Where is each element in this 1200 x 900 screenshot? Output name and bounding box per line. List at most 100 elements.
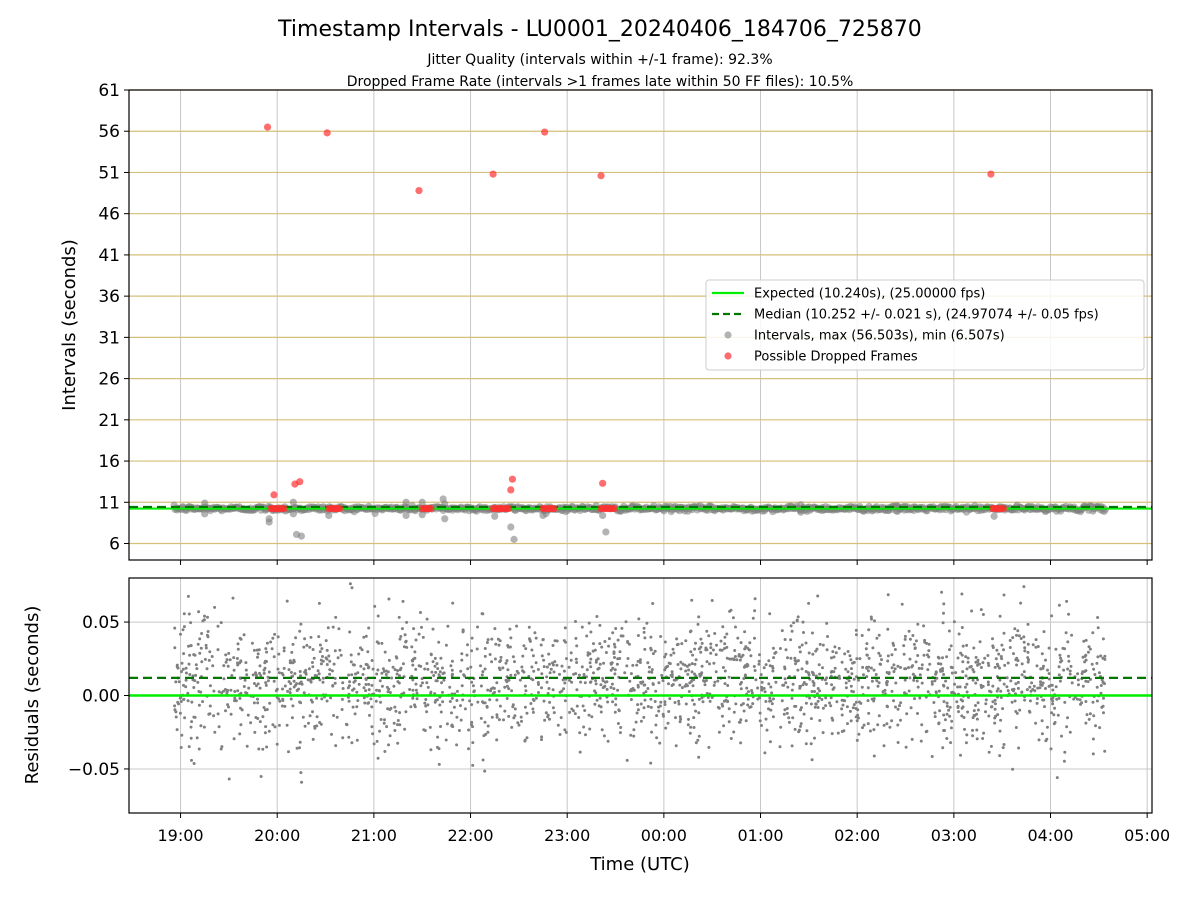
residual-point <box>263 731 267 735</box>
residual-point <box>778 745 782 749</box>
residual-point <box>998 678 1002 682</box>
residual-point <box>614 697 618 701</box>
residual-point <box>395 672 399 676</box>
residual-point <box>679 667 683 671</box>
residual-point <box>885 722 889 726</box>
residual-point <box>187 662 191 666</box>
residual-point <box>948 648 951 652</box>
residual-point <box>290 716 294 720</box>
residual-point <box>964 741 968 745</box>
residual-point <box>179 746 183 749</box>
residual-point <box>431 660 435 664</box>
residual-point <box>435 679 439 683</box>
residual-point <box>801 620 805 624</box>
residual-point <box>862 723 866 727</box>
residual-point <box>360 648 364 652</box>
residual-point <box>757 662 761 666</box>
dropped-frame-point <box>508 475 517 483</box>
residual-point <box>636 708 640 712</box>
intervals-series <box>129 123 1152 543</box>
residual-point <box>680 686 684 690</box>
residual-point <box>188 673 192 676</box>
residual-point <box>636 634 640 637</box>
residual-point <box>902 652 906 656</box>
residual-point <box>471 725 474 729</box>
residual-point <box>341 681 345 685</box>
residual-point <box>525 736 529 740</box>
interval-point <box>201 510 209 518</box>
residual-point <box>655 714 659 718</box>
residual-point <box>991 700 995 704</box>
residual-point <box>549 667 553 671</box>
residual-point <box>399 635 403 638</box>
residual-point <box>449 664 453 668</box>
residual-point <box>236 663 240 667</box>
residual-point <box>946 686 950 690</box>
residual-point <box>517 723 521 727</box>
residual-point <box>389 706 393 710</box>
residual-point <box>654 689 658 693</box>
residual-point <box>511 655 515 659</box>
residual-point <box>277 671 281 675</box>
residual-point <box>352 663 356 667</box>
residual-point <box>998 666 1001 670</box>
legend-swatch-dot <box>724 331 732 339</box>
residual-point <box>436 667 440 671</box>
residual-point <box>686 672 690 676</box>
residual-point <box>1016 680 1020 684</box>
residual-point <box>825 682 828 685</box>
residual-point <box>764 717 768 721</box>
residual-point <box>734 625 737 629</box>
residual-point <box>950 666 954 670</box>
residual-point <box>750 689 754 692</box>
residual-point <box>957 710 960 714</box>
residual-point <box>725 656 729 660</box>
residual-point <box>867 665 871 669</box>
residual-point <box>461 698 465 702</box>
residual-point <box>280 704 284 708</box>
residual-point <box>727 675 731 679</box>
residual-point <box>452 705 456 709</box>
residual-point <box>423 701 427 705</box>
residual-point <box>299 674 302 678</box>
residual-point <box>854 700 858 704</box>
residual-point <box>697 697 701 701</box>
residual-point <box>239 637 243 641</box>
residual-point <box>939 668 942 672</box>
residual-point <box>459 669 463 673</box>
residual-point <box>496 637 500 641</box>
residual-point <box>180 733 184 737</box>
intervals-y-tick-label: 36 <box>98 287 120 307</box>
residual-point <box>245 744 249 748</box>
residual-point <box>212 689 216 693</box>
residual-point <box>876 684 880 688</box>
residual-point <box>866 686 870 690</box>
residual-point <box>1023 698 1027 702</box>
residual-point <box>425 710 429 714</box>
residual-point <box>1064 631 1068 635</box>
residual-point <box>706 696 710 699</box>
residual-point <box>840 713 844 717</box>
residual-point <box>261 747 265 751</box>
residual-point <box>520 719 523 723</box>
residual-point <box>687 717 690 721</box>
residual-point <box>405 645 409 649</box>
residual-point <box>815 647 819 651</box>
residual-point <box>513 707 517 711</box>
residual-point <box>575 688 579 692</box>
residual-point <box>805 660 809 664</box>
residual-point <box>743 674 747 678</box>
residual-point <box>769 699 773 703</box>
residual-point <box>1045 737 1049 741</box>
residual-point <box>531 707 535 711</box>
residual-point <box>736 636 740 640</box>
residual-point <box>421 635 425 639</box>
residual-point <box>638 658 642 662</box>
residual-point <box>757 659 761 663</box>
residual-point <box>721 666 725 669</box>
residual-point <box>1032 684 1036 688</box>
residual-point <box>534 661 538 665</box>
dropped-frame-point <box>987 170 995 178</box>
residual-point <box>375 688 378 692</box>
residual-point <box>960 592 964 596</box>
